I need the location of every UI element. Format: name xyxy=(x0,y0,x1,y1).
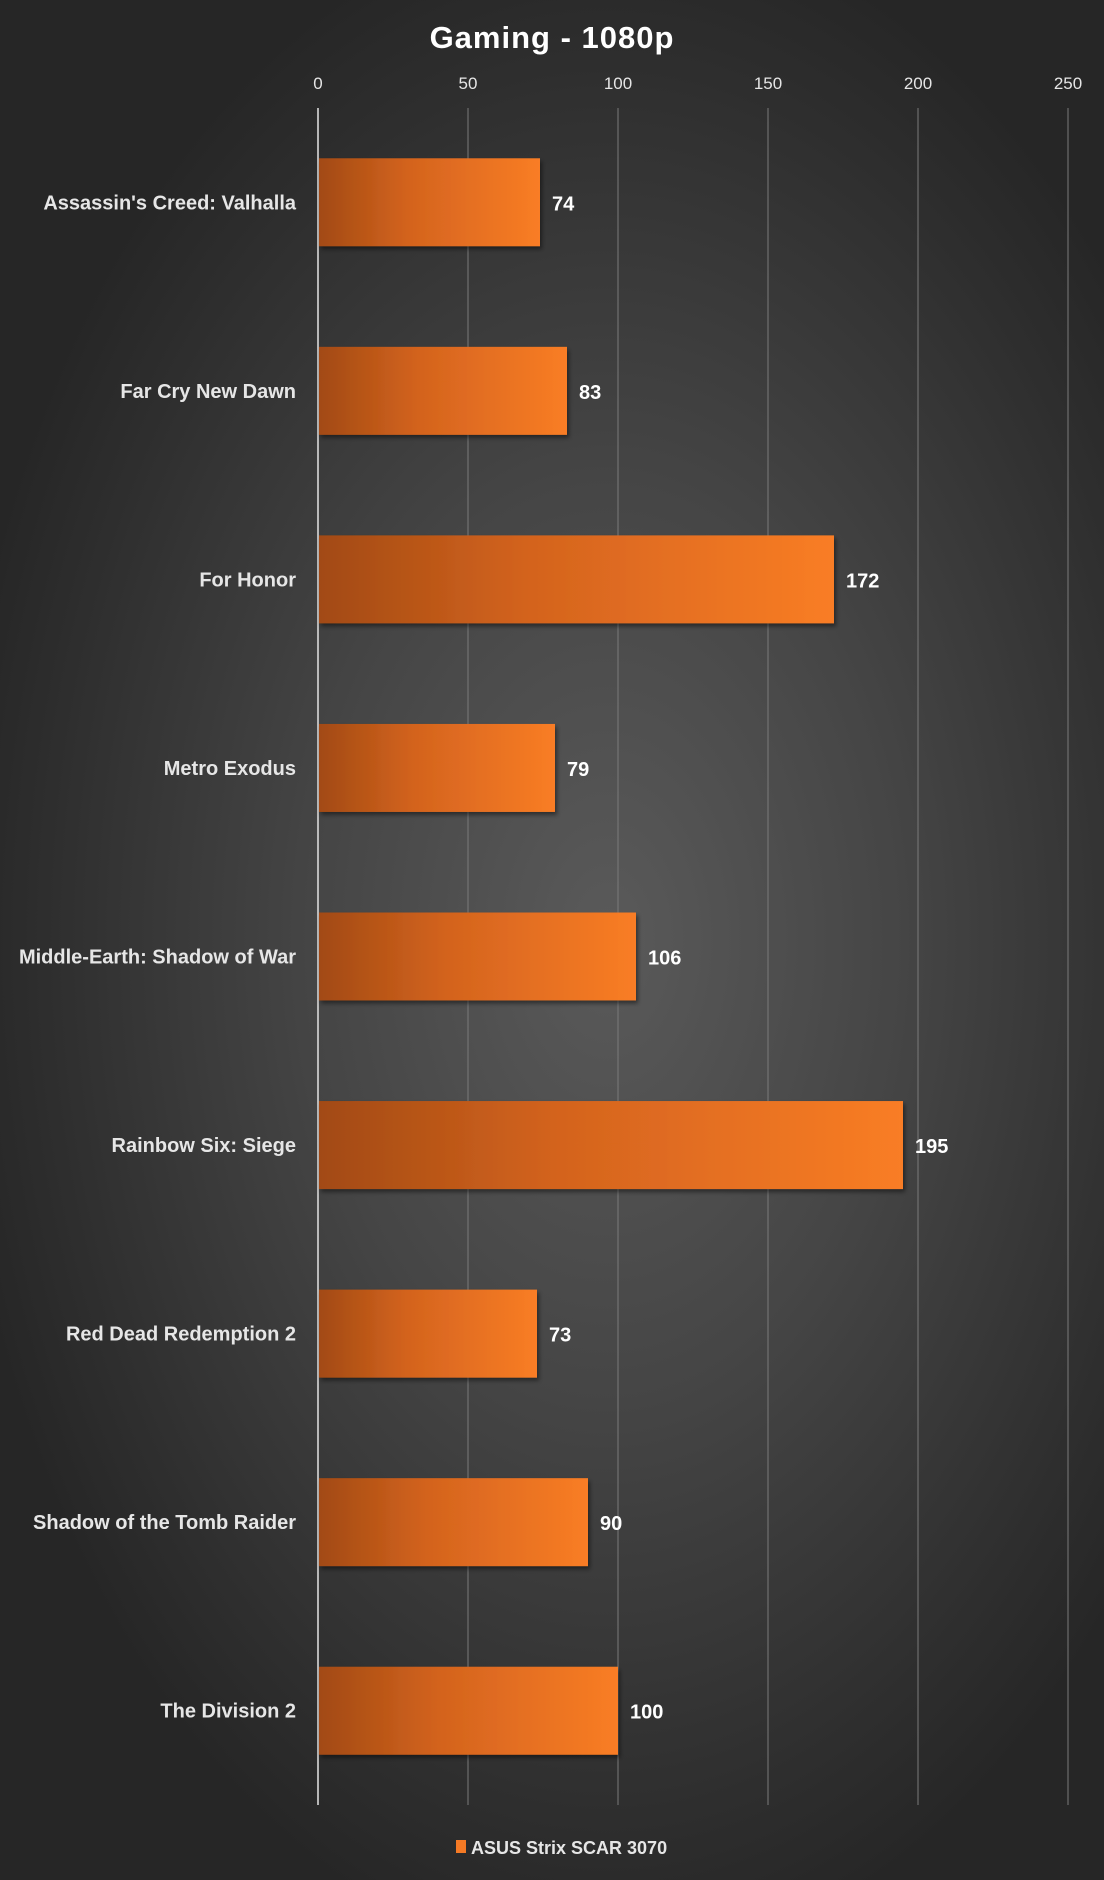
category-label: Rainbow Six: Siege xyxy=(112,1135,296,1157)
x-tick-label: 150 xyxy=(754,74,782,93)
bar xyxy=(319,1289,537,1378)
x-tick-label: 100 xyxy=(604,74,632,93)
legend-label: ASUS Strix SCAR 3070 xyxy=(471,1838,667,1858)
data-label: 172 xyxy=(846,570,879,592)
chart-title: Gaming - 1080p xyxy=(430,20,675,55)
data-label: 83 xyxy=(579,382,601,404)
x-tick-label: 200 xyxy=(904,74,932,93)
legend-swatch xyxy=(456,1840,466,1853)
bar xyxy=(319,346,567,435)
data-label: 100 xyxy=(630,1702,663,1724)
data-label: 79 xyxy=(567,759,589,781)
category-label: Shadow of the Tomb Raider xyxy=(33,1512,296,1534)
category-label: The Division 2 xyxy=(160,1701,296,1723)
x-tick-label: 0 xyxy=(313,74,322,93)
bar xyxy=(319,158,540,247)
bars xyxy=(319,158,903,1755)
x-tick-label: 50 xyxy=(459,74,478,93)
data-label: 90 xyxy=(600,1513,622,1535)
bar xyxy=(319,535,834,624)
category-label: Far Cry New Dawn xyxy=(120,381,296,403)
legend: ASUS Strix SCAR 3070 xyxy=(456,1838,667,1858)
bar xyxy=(319,1666,618,1755)
data-label: 74 xyxy=(552,193,575,215)
bar xyxy=(319,912,636,1001)
bar xyxy=(319,723,555,812)
x-axis-ticks: 0 50 100 150 200 250 xyxy=(313,74,1082,93)
data-label: 195 xyxy=(915,1136,948,1158)
x-tick-label: 250 xyxy=(1054,74,1082,93)
category-label: For Honor xyxy=(199,569,296,591)
category-label: Middle-Earth: Shadow of War xyxy=(19,947,296,969)
category-label: Metro Exodus xyxy=(164,758,296,780)
category-label: Red Dead Redemption 2 xyxy=(66,1324,296,1346)
data-label: 73 xyxy=(549,1325,571,1347)
data-labels: 74 83 172 79 106 195 73 90 100 xyxy=(549,193,948,1723)
category-labels: Assassin's Creed: Valhalla Far Cry New Da… xyxy=(19,192,297,1722)
data-label: 106 xyxy=(648,948,681,970)
category-label: Assassin's Creed: Valhalla xyxy=(43,192,297,214)
bar xyxy=(319,1478,588,1567)
bar xyxy=(319,1101,903,1190)
